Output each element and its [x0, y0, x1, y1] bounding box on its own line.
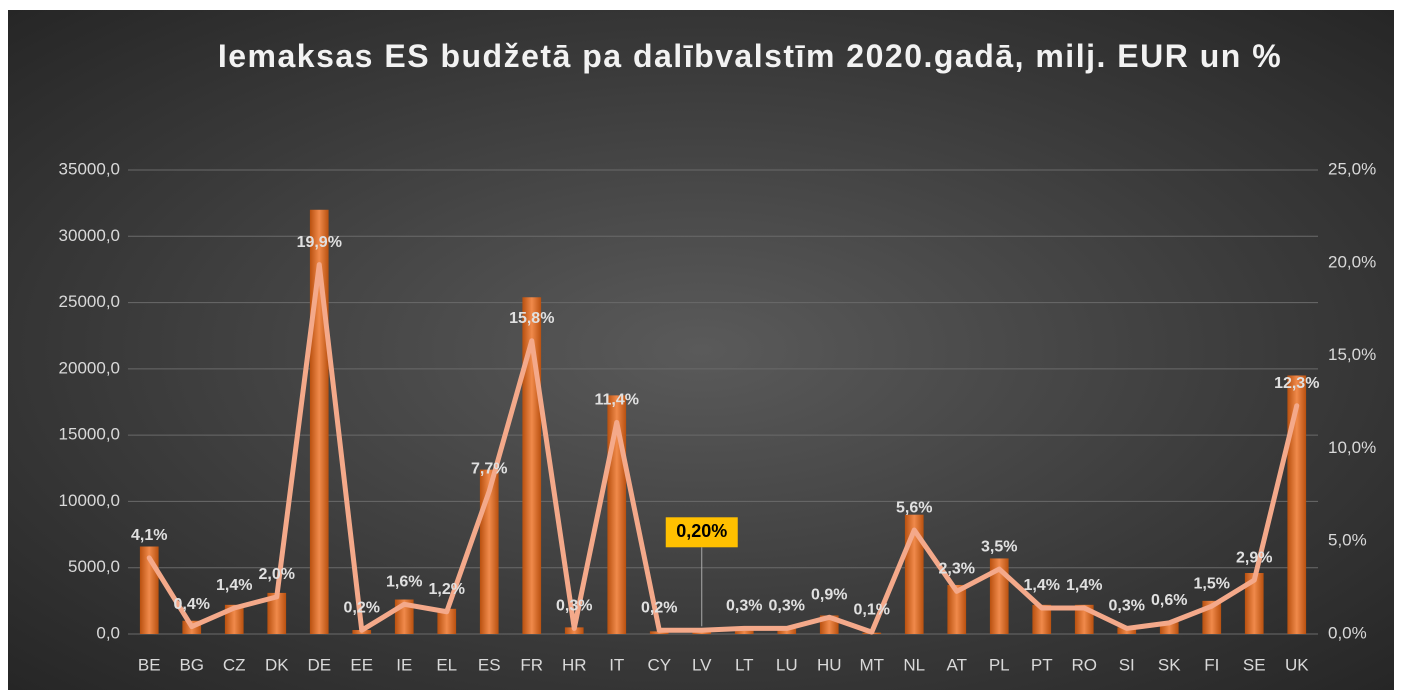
x-tick-label: HR [562, 655, 587, 674]
data-label: 0,1% [854, 601, 890, 618]
x-tick-label: IT [609, 655, 624, 674]
y-tick-label: 15000,0 [59, 425, 120, 444]
data-label: 19,9% [297, 234, 342, 251]
data-label: 1,4% [216, 577, 252, 594]
x-tick-label: DK [265, 655, 289, 674]
x-tick-label: PL [989, 655, 1010, 674]
data-label: 5,6% [896, 499, 932, 516]
chart-title: Iemaksas ES budžetā pa dalībvalstīm 2020… [217, 38, 1283, 74]
data-label: 0,4% [174, 596, 210, 613]
x-tick-label: SK [1158, 655, 1181, 674]
bar [437, 608, 457, 634]
data-label: 3,5% [981, 538, 1017, 555]
x-tick-label: BG [179, 655, 204, 674]
x-tick-label: AT [947, 655, 967, 674]
data-label: 0,9% [811, 587, 847, 604]
x-tick-label: FR [520, 655, 543, 674]
y-tick-label: 30000,0 [59, 226, 120, 245]
bar [989, 558, 1009, 634]
x-tick-label: PT [1031, 655, 1053, 674]
data-label: 2,9% [1236, 549, 1272, 566]
bar [267, 592, 287, 634]
data-label: 1,2% [429, 581, 465, 598]
y2-tick-label: 0,0% [1328, 623, 1367, 642]
line [146, 262, 1300, 635]
data-label: 0,20% [676, 521, 727, 541]
data-label: 0,3% [726, 598, 762, 615]
bar [1287, 375, 1307, 634]
bar [777, 628, 797, 634]
y-tick-label: 35000,0 [59, 159, 120, 178]
bar [947, 584, 967, 634]
x-tick-label: EE [350, 655, 373, 674]
bar [1032, 604, 1052, 634]
x-tick-label: SI [1119, 655, 1135, 674]
data-label: 0,3% [769, 598, 805, 615]
data-label: 1,5% [1194, 575, 1230, 592]
x-tick-label: FI [1204, 655, 1219, 674]
data-label: 1,4% [1066, 577, 1102, 594]
x-tick-label: EL [436, 655, 457, 674]
x-tick-label: CY [647, 655, 671, 674]
x-tick-label: IE [396, 655, 412, 674]
data-label: 0,2% [344, 600, 380, 617]
x-tick-label: HU [817, 655, 842, 674]
data-label: 4,1% [131, 527, 167, 544]
data-label: 1,6% [386, 574, 422, 591]
y2-tick-label: 25,0% [1328, 159, 1376, 178]
data-label: 0,3% [556, 598, 592, 615]
x-tick-label: RO [1072, 655, 1098, 674]
y-tick-label: 20000,0 [59, 358, 120, 377]
data-label: 12,3% [1274, 375, 1319, 392]
chart-area [8, 10, 1394, 690]
x-tick-label: ES [478, 655, 501, 674]
y2-tick-label: 5,0% [1328, 531, 1367, 550]
data-label: 15,8% [509, 310, 554, 327]
x-tick-label: LV [692, 655, 712, 674]
x-tick-label: NL [903, 655, 925, 674]
y2-tick-label: 10,0% [1328, 438, 1376, 457]
y-tick-label: 25000,0 [59, 292, 120, 311]
data-label: 11,4% [595, 392, 639, 409]
data-label: 1,4% [1024, 577, 1060, 594]
y2-tick-label: 15,0% [1328, 345, 1376, 364]
x-tick-label: BE [138, 655, 161, 674]
x-tick-label: LT [735, 655, 754, 674]
data-label: 0,6% [1151, 592, 1187, 609]
x-tick-label: DE [307, 655, 331, 674]
y2-tick-label: 20,0% [1328, 252, 1376, 271]
y-tick-label: 0,0 [96, 623, 120, 642]
data-label: 0,3% [1109, 598, 1145, 615]
bar [1159, 622, 1179, 634]
x-tick-label: SE [1243, 655, 1266, 674]
x-tick-label: CZ [223, 655, 246, 674]
y-tick-label: 10000,0 [59, 491, 120, 510]
x-tick-label: UK [1285, 655, 1309, 674]
bar [1244, 573, 1264, 634]
label-highlight [665, 517, 738, 548]
y-tick-label: 5000,0 [68, 557, 120, 576]
x-tick-label: LU [776, 655, 798, 674]
data-label: 0,2% [641, 600, 677, 617]
data-label: 2,0% [259, 566, 295, 583]
data-label: 2,3% [939, 561, 975, 578]
data-label: 7,7% [471, 460, 507, 477]
x-tick-label: MT [859, 655, 884, 674]
